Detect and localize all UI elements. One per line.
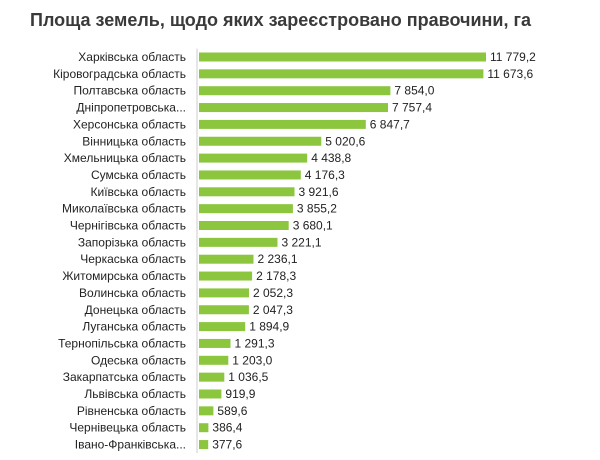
- category-label: Чернівецька область: [69, 421, 186, 435]
- category-label: Львівська область: [84, 387, 186, 401]
- category-label: Миколаївська область: [62, 202, 186, 216]
- value-label: 7 854,0: [394, 84, 434, 98]
- bar: [199, 119, 366, 129]
- bar: [199, 86, 391, 96]
- value-label: 3 855,2: [297, 202, 337, 216]
- category-label: Хмельницька область: [64, 151, 186, 165]
- category-label: Черкаська область: [80, 252, 186, 266]
- value-label: 6 847,7: [370, 117, 410, 131]
- value-label: 4 438,8: [311, 151, 351, 165]
- bar: [199, 204, 293, 214]
- category-label: Рівненська область: [77, 404, 186, 418]
- value-label: 4 176,3: [305, 168, 345, 182]
- bar: [199, 406, 214, 416]
- category-label: Київська область: [91, 185, 186, 199]
- value-label: 11 673,6: [487, 67, 533, 81]
- bar: [199, 153, 308, 163]
- bar: [199, 271, 253, 281]
- value-label: 386,4: [212, 421, 242, 435]
- category-label: Волинська область: [79, 286, 186, 300]
- category-label: Запорізька область: [78, 235, 186, 249]
- bar: [199, 221, 289, 230]
- bar: [199, 322, 246, 332]
- category-label: Закарпатська область: [63, 370, 186, 384]
- bar: [199, 52, 486, 62]
- value-label: 5 020,6: [325, 134, 365, 148]
- bar: [199, 237, 278, 247]
- bar: [199, 338, 231, 348]
- category-label: Житомирська область: [62, 269, 186, 283]
- bar: [199, 254, 254, 264]
- category-label: Одеська область: [91, 353, 186, 367]
- value-label: 377,6: [212, 438, 242, 452]
- bar: [199, 440, 209, 450]
- bar: [199, 423, 209, 433]
- bar: [199, 69, 484, 79]
- category-label: Кіровоградська область: [53, 67, 186, 81]
- bar: [199, 355, 229, 365]
- value-label: 2 178,3: [256, 269, 296, 283]
- bar: [199, 187, 295, 197]
- value-label: 2 236,1: [258, 252, 298, 266]
- category-label: Полтавська область: [73, 84, 186, 98]
- value-label: 11 779,2: [490, 50, 536, 64]
- category-label: Чернігівська область: [70, 219, 186, 233]
- bar: [199, 103, 388, 113]
- value-label: 2 052,3: [253, 286, 293, 300]
- value-label: 3 221,1: [282, 235, 322, 249]
- chart-title: Площа земель, щодо яких зареєстровано пр…: [30, 10, 531, 30]
- category-label: Херсонська область: [73, 117, 186, 131]
- bar: [199, 288, 249, 298]
- category-label: Івано-Франківська...: [75, 438, 186, 452]
- value-label: 1 894,9: [249, 320, 289, 334]
- value-label: 3 921,6: [299, 185, 339, 199]
- bar: [199, 170, 301, 180]
- value-label: 2 047,3: [253, 303, 293, 317]
- bar: [199, 389, 222, 399]
- bar: [199, 305, 249, 315]
- bar: [199, 136, 322, 146]
- category-label: Тернопільська область: [58, 336, 186, 350]
- value-label: 1 036,5: [228, 370, 268, 384]
- category-label: Сумська область: [91, 168, 186, 182]
- category-label: Вінницька область: [82, 134, 186, 148]
- category-label: Харківська область: [78, 50, 186, 64]
- category-label: Луганська область: [82, 320, 186, 334]
- value-label: 1 291,3: [235, 336, 275, 350]
- value-label: 1 203,0: [232, 353, 272, 367]
- bar: [199, 372, 225, 382]
- value-label: 589,6: [217, 404, 247, 418]
- category-label: Донецька область: [85, 303, 186, 317]
- category-label: Дніпропетровська...: [76, 101, 186, 115]
- value-label: 7 757,4: [392, 101, 432, 115]
- value-label: 3 680,1: [293, 219, 333, 233]
- value-label: 919,9: [225, 387, 255, 401]
